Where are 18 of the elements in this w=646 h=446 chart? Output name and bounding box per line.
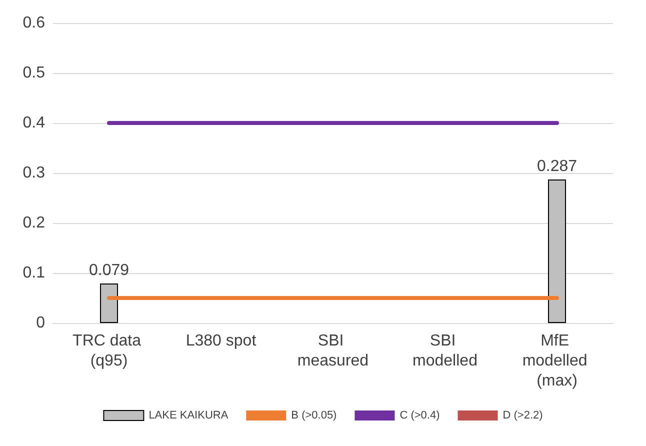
x-tick-label: SBI modelled: [412, 332, 478, 370]
x-tick-label: MfE modelled (max): [522, 332, 592, 390]
data-label: 0.287: [536, 158, 578, 175]
legend-label: C (>0.4): [400, 410, 440, 422]
legend-label: LAKE KAIKURA: [148, 410, 229, 422]
legend-label: B (>0.05): [291, 410, 337, 422]
y-tick-label: 0.3: [22, 164, 46, 182]
y-tick-label: 0.4: [22, 114, 46, 132]
legend-label: D (>2.2): [502, 410, 543, 422]
data-label: 0.079: [88, 262, 130, 279]
x-tick-label: SBI measured: [297, 332, 369, 370]
y-tick-label: 0.6: [22, 14, 46, 32]
x-tick-label: L380 spot: [186, 332, 257, 350]
y-tick-label: 0.1: [22, 264, 46, 282]
x-tick-label: TRC data (q95): [72, 332, 146, 370]
y-tick-label: 0.2: [22, 214, 46, 232]
y-tick-label: 0: [36, 314, 46, 332]
y-tick-label: 0.5: [22, 64, 46, 82]
